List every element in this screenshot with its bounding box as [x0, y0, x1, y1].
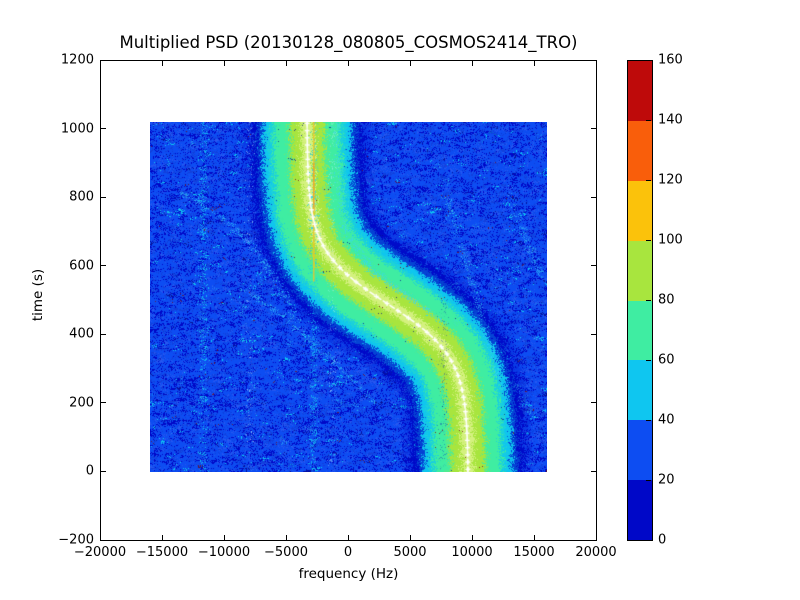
y-tick-label: 600 [69, 258, 94, 274]
x-tick-label: −15000 [135, 545, 189, 560]
y-tick-mark [101, 333, 106, 335]
y-tick-label: 0 [85, 463, 94, 479]
colorbar-tick-mark [646, 479, 651, 481]
y-tick-label: 400 [69, 326, 94, 342]
colorbar-segment [628, 300, 652, 361]
colorbar-tick-mark [646, 359, 651, 361]
y-tick-mark-right [591, 128, 596, 130]
colorbar-tick-label: 0 [658, 532, 667, 548]
x-tick-mark [409, 535, 411, 540]
x-tick-mark-top [595, 61, 597, 66]
colorbar-segment [628, 240, 652, 301]
colorbar-tick-label: 20 [658, 472, 675, 488]
x-tick-mark-top [99, 61, 101, 66]
x-tick-mark-top [347, 61, 349, 66]
y-tick-label: 800 [69, 189, 94, 205]
x-tick-mark-top [161, 61, 163, 66]
y-tick-mark [101, 470, 106, 472]
x-tick-label: 15000 [513, 545, 555, 560]
colorbar-tick-label: 120 [658, 172, 683, 188]
x-tick-label: −20000 [73, 545, 127, 560]
y-tick-mark [101, 128, 106, 130]
y-tick-mark-right [591, 402, 596, 404]
colorbar-tick-mark [646, 419, 651, 421]
chart-title: Multiplied PSD (20130128_080805_COSMOS24… [119, 33, 578, 52]
x-tick-mark [285, 535, 287, 540]
x-axis-label: frequency (Hz) [298, 566, 399, 582]
colorbar-segment [628, 480, 652, 540]
y-tick-label: 200 [69, 395, 94, 411]
colorbar-tick-mark [646, 179, 651, 181]
colorbar-segment [628, 360, 652, 421]
y-tick-label: 1000 [60, 121, 94, 137]
y-tick-mark [101, 59, 106, 61]
x-tick-mark-top [471, 61, 473, 66]
colorbar-segment [628, 180, 652, 241]
x-tick-mark-top [533, 61, 535, 66]
x-tick-mark-top [409, 61, 411, 66]
colorbar-segment [628, 61, 652, 121]
colorbar-segment [628, 120, 652, 181]
x-tick-mark [161, 535, 163, 540]
x-tick-mark [471, 535, 473, 540]
y-tick-mark [101, 265, 106, 267]
colorbar-tick-mark [646, 119, 651, 121]
y-tick-mark [101, 402, 106, 404]
colorbar-tick-label: 140 [658, 112, 683, 128]
x-tick-mark [99, 535, 101, 540]
x-tick-mark-top [223, 61, 225, 66]
colorbar-tick-label: 80 [658, 292, 675, 308]
y-tick-mark-right [591, 59, 596, 61]
y-tick-mark-right [591, 470, 596, 472]
y-tick-mark [101, 539, 106, 541]
y-axis-label: time (s) [30, 268, 46, 322]
y-tick-mark-right [591, 539, 596, 541]
x-tick-label: 0 [343, 545, 353, 560]
colorbar-tick-mark [646, 299, 651, 301]
psd-heatmap-image [150, 122, 547, 472]
y-tick-mark-right [591, 265, 596, 267]
y-tick-label: 1200 [60, 52, 94, 68]
y-tick-mark-right [591, 196, 596, 198]
colorbar-segment [628, 420, 652, 481]
x-tick-mark [533, 535, 535, 540]
x-tick-mark [347, 535, 349, 540]
colorbar-tick-mark [646, 239, 651, 241]
x-tick-label: −5000 [264, 545, 308, 560]
x-tick-mark [223, 535, 225, 540]
colorbar-tick-label: 60 [658, 352, 675, 368]
x-tick-label: 5000 [393, 545, 427, 560]
y-tick-mark-right [591, 333, 596, 335]
x-tick-label: 10000 [451, 545, 493, 560]
x-tick-mark [595, 535, 597, 540]
x-tick-mark-top [285, 61, 287, 66]
y-tick-mark [101, 196, 106, 198]
x-tick-label: −10000 [197, 545, 251, 560]
colorbar-tick-label: 160 [658, 52, 683, 68]
colorbar [627, 60, 653, 541]
colorbar-tick-label: 100 [658, 232, 683, 248]
y-tick-label: −200 [58, 532, 94, 548]
x-tick-label: 20000 [575, 545, 617, 560]
colorbar-tick-label: 40 [658, 412, 675, 428]
